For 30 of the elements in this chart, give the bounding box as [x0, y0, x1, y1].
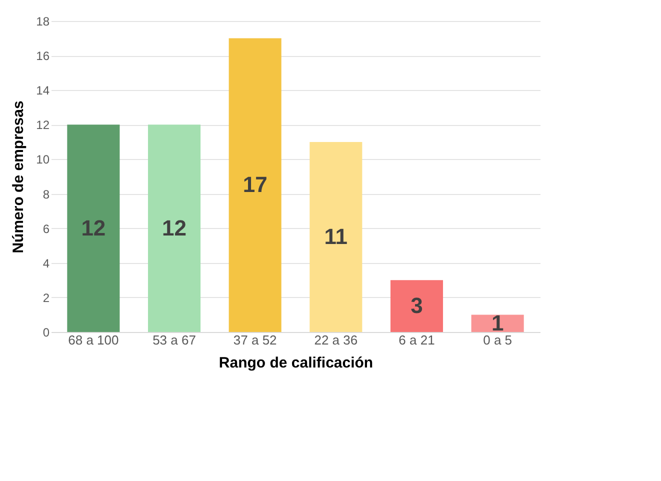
y-tick-label: 6 — [42, 222, 50, 236]
bar — [390, 280, 444, 332]
data-label: 12 — [81, 215, 106, 240]
x-tick-label: 22 a 36 — [314, 332, 358, 348]
y-tick-label: 18 — [36, 14, 50, 28]
y-tick-label: 16 — [36, 49, 50, 64]
data-label: 3 — [410, 293, 423, 318]
x-tick-label: 68 a 100 — [68, 332, 119, 348]
x-axis-title: Rango de calificación — [218, 354, 374, 372]
y-tick-label: 14 — [36, 84, 50, 98]
x-tick-label: 0 a 5 — [483, 332, 512, 348]
bar — [148, 124, 201, 332]
x-tick-label: 53 a 67 — [152, 332, 196, 348]
bar — [310, 142, 362, 332]
x-tick-label: 6 a 21 — [398, 332, 435, 348]
data-label: 1 — [491, 310, 504, 336]
bar — [67, 124, 120, 332]
data-label: 17 — [242, 172, 268, 198]
y-tick-label: 2 — [42, 290, 50, 305]
y-tick-label: 10 — [36, 152, 50, 167]
y-tick-label: 12 — [36, 118, 50, 132]
y-tick-label: 8 — [42, 187, 50, 202]
x-tick-label: 37 a 52 — [233, 332, 277, 348]
y-tick-label: 0 — [42, 326, 50, 340]
data-label: 11 — [324, 224, 348, 249]
bar — [228, 38, 282, 332]
bar — [471, 314, 524, 332]
y-tick-label: 4 — [42, 256, 50, 270]
y-axis-title: Número de empresas — [10, 100, 28, 254]
data-label: 12 — [162, 215, 187, 240]
